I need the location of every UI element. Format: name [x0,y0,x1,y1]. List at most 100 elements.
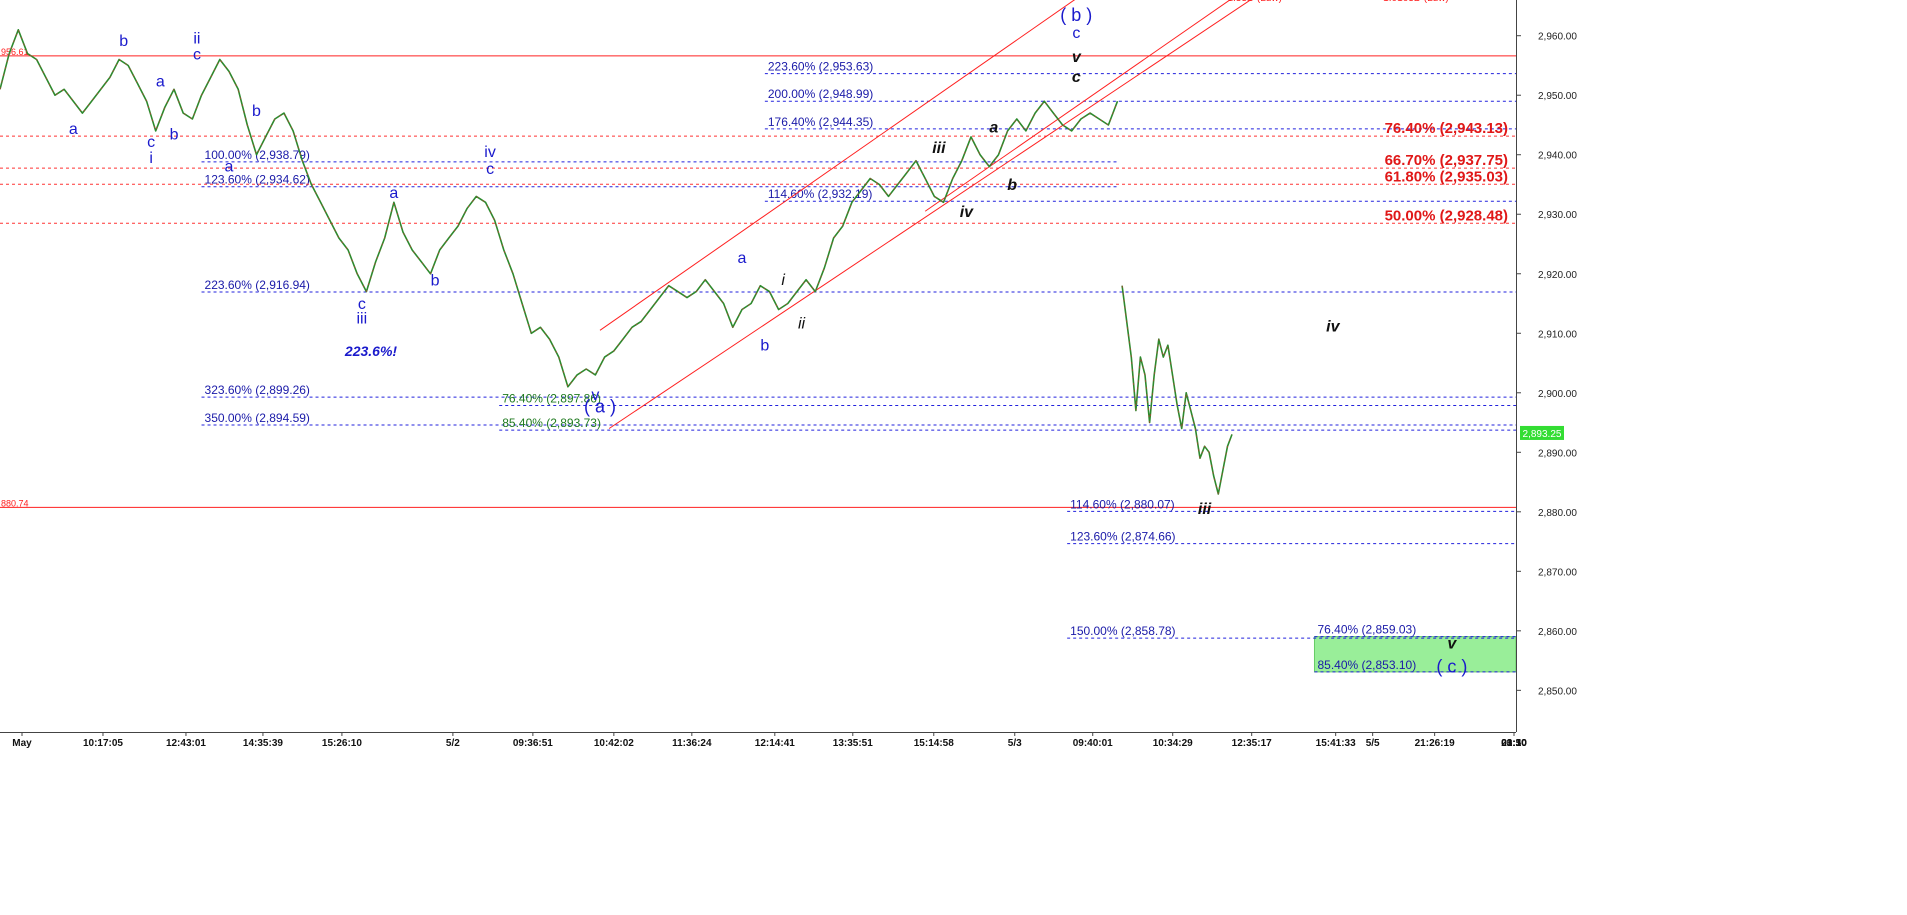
y-tick-label: 2,900.00 [1538,389,1577,400]
channel-label: 1.0163D (Ldw) [1383,0,1449,4]
x-tick-label: 09:36:51 [513,738,553,749]
last-price-badge [1520,425,1564,440]
y-tick-label: 2,920.00 [1538,270,1577,281]
red-fib-label: 66.70% (2,937.75) [1385,152,1508,169]
y-tick-label: 2,850.00 [1538,686,1577,697]
y-tick-label: 2,910.00 [1538,329,1577,340]
x-tick-label: 10:17:05 [83,738,123,749]
x-tick-label: 12:35:17 [1232,738,1272,749]
x-tick-label: 13:35:51 [833,738,873,749]
last-price-label: 2,893.25 [1523,429,1562,440]
x-tick-label: 15:41:33 [1316,738,1356,749]
blue-fib-label: 85.40% (2,853.10) [1317,658,1416,672]
wave-label: iii [1198,501,1212,518]
x-tick-label: 15:26:10 [322,738,362,749]
x-tick-label: 01:50 [1501,738,1527,749]
wave-label: b [431,273,440,290]
x-tick-label: 00:30 [1501,738,1527,749]
wave-label: ( c ) [1436,656,1467,676]
wave-label: b [119,33,128,50]
green-fib-label: 85.40% (2,893.73) [502,416,601,430]
x-tick-label: 10:34:29 [1153,738,1193,749]
blue-fib-label: 123.60% (2,934.62) [205,173,310,187]
x-tick-label: 03:10 [1501,738,1527,749]
y-tick-label: 2,870.00 [1538,567,1577,578]
wave-label: c [147,134,155,151]
blue-fib-label: 223.60% (2,953.63) [768,60,873,74]
wave-label: a [156,73,165,90]
y-tick-label: 2,930.00 [1538,210,1577,221]
wave-label: ( b ) [1060,5,1092,25]
red-fib-label: 61.80% (2,935.03) [1385,168,1508,185]
y-tick-label: 2,950.00 [1538,91,1577,102]
wave-label: iv [1326,318,1340,335]
y-tick-label: 2,940.00 [1538,151,1577,162]
x-tick-label: 5/3 [1008,738,1022,749]
wave-label: c [1072,25,1080,42]
wave-label: b [170,126,179,143]
wave-label: b [760,338,769,355]
channel-line [924,0,1231,212]
channel-line [599,0,1076,331]
x-tick-label: 5/5 [1366,738,1380,749]
red-fib-label: 76.40% (2,943.13) [1385,120,1508,137]
x-tick-label: 12:14:41 [755,738,795,749]
price-line-bars [0,29,1233,495]
x-tick-label: 23:10 [1501,738,1527,749]
wave-label: i [149,150,153,167]
level-label: 956.61 [1,47,29,57]
y-tick-label: 2,880.00 [1538,508,1577,519]
wave-label: 223.6%! [344,343,397,359]
red-fib-label: 50.00% (2,928.48) [1385,207,1508,224]
wave-label: iii [356,311,367,328]
y-tick-label: 2,960.00 [1538,32,1577,43]
wave-label: b [1007,177,1017,194]
blue-fib-label: 350.00% (2,894.59) [205,411,310,425]
blue-fib-label: 323.60% (2,899.26) [205,383,310,397]
wave-label: iv [484,144,496,161]
wave-label: b [252,103,261,120]
x-tick-label: 15:14:58 [914,738,954,749]
wave-label: a [738,250,747,267]
wave-label: iii [932,140,946,157]
x-tick-label: 09:40:01 [1073,738,1113,749]
y-tick-label: 2,860.00 [1538,627,1577,638]
x-tick-label: 10:42:02 [594,738,634,749]
target-zone [1313,636,1517,673]
wave-label: ii [798,316,806,333]
blue-fib-label: 76.40% (2,859.03) [1317,623,1416,637]
wave-label: v [591,387,599,404]
wave-label: c [486,161,494,178]
wave-label: i [781,272,785,289]
x-tick-label: May [12,738,32,749]
x-tick-label: 14:35:39 [243,738,283,749]
blue-fib-label: 150.00% (2,858.78) [1070,624,1175,638]
wave-label: a [389,185,398,202]
level-label: 880.74 [1,498,29,508]
wave-label: c [358,296,366,313]
x-tick-label: 11:36:24 [672,738,712,749]
x-tick-label: 5/2 [446,738,460,749]
wave-label: ii [193,30,200,47]
channel-line [608,0,1252,429]
wave-label: ( a ) [584,396,616,416]
wave-label: iv [960,204,974,221]
blue-fib-label: 200.00% (2,948.99) [768,87,873,101]
y-tick-label: 2,890.00 [1538,448,1577,459]
blue-fib-label: 114.60% (2,932.19) [768,187,873,201]
wave-label: v [1447,636,1457,653]
wave-label: a [69,121,78,138]
blue-fib-label: 223.60% (2,916.94) [205,278,310,292]
blue-fib-label: 123.60% (2,874.66) [1070,530,1175,544]
wave-label: a [225,158,234,175]
wave-label: c [193,47,201,64]
wave-label: v [1072,49,1082,66]
blue-fib-label: 114.60% (2,880.07) [1070,497,1175,511]
x-tick-label: 12:43:01 [166,738,206,749]
blue-fib-label: 176.40% (2,944.35) [768,115,873,129]
channel-label: 1.33D (Ldw) [1227,0,1281,4]
green-fib-label: 76.40% (2,897.86) [502,392,601,406]
wave-label: c [1072,69,1081,86]
